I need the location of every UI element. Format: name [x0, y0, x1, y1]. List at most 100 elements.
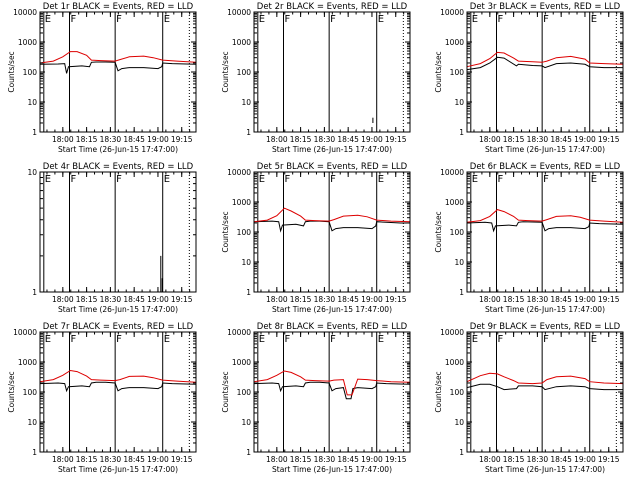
y-axis-label: Counts/sec: [221, 371, 230, 412]
x-tick-label: 18:45: [337, 295, 359, 304]
x-tick-label: 18:30: [527, 135, 549, 144]
y-tick-label: 100: [237, 68, 252, 77]
marker-label: F: [70, 14, 76, 25]
y-tick-label: 1: [32, 288, 37, 297]
plot-frame: [39, 11, 197, 133]
x-tick-label: 19:15: [171, 455, 193, 464]
x-tick-label: 18:45: [123, 455, 145, 464]
y-tick-label: 10: [241, 258, 251, 267]
marker-label: E: [259, 174, 265, 185]
y-tick-label: 10: [454, 98, 464, 107]
series-line-events: [39, 381, 197, 393]
panel-title: Det 1r BLACK = Events, RED = LLD: [43, 2, 194, 12]
marker-label: E: [164, 174, 170, 185]
y-axis-label: Counts/sec: [434, 211, 443, 252]
plot-frame: [253, 11, 411, 133]
marker-label: F: [70, 174, 76, 185]
x-tick-label: 19:00: [147, 135, 169, 144]
plot-frame: [39, 331, 197, 453]
y-tick-label: 100: [23, 68, 38, 77]
marker-label: F: [543, 174, 549, 185]
x-tick-label: 18:30: [314, 455, 336, 464]
y-tick-label: 1: [459, 448, 464, 457]
y-tick-label: 10000: [440, 8, 464, 17]
y-tick-label: 1: [32, 448, 37, 457]
panel-title: Det 5r BLACK = Events, RED = LLD: [257, 162, 408, 172]
marker-label: F: [70, 334, 76, 345]
x-tick-label: 18:00: [266, 135, 288, 144]
y-axis-label: Counts/sec: [221, 211, 230, 252]
y-axis-label: Counts/sec: [434, 371, 443, 412]
x-tick-label: 18:30: [100, 455, 122, 464]
x-axis-label: Start Time (26-Jun-15 17:47:00): [272, 305, 392, 314]
y-tick-label: 1: [246, 288, 251, 297]
y-tick-label: 1000: [445, 198, 464, 207]
marker-label: F: [330, 14, 336, 25]
x-axis-label: Start Time (26-Jun-15 17:47:00): [485, 305, 605, 314]
detector-panel-3: Det 3r BLACK = Events, RED = LLD E F F E 1 10 1…: [434, 2, 624, 154]
marker-label: F: [116, 174, 122, 185]
x-tick-label: 18:30: [527, 455, 549, 464]
y-axis-label: Counts/sec: [434, 51, 443, 92]
panel-title: Det 4r BLACK = Events, RED = LLD: [43, 162, 194, 172]
y-tick-label: 1000: [232, 38, 251, 47]
x-tick-label: 19:15: [598, 455, 620, 464]
x-tick-label: 19:00: [574, 135, 596, 144]
marker-label: F: [284, 14, 290, 25]
series-line-lld: [466, 51, 624, 68]
x-tick-label: 18:00: [52, 455, 74, 464]
x-tick-label: 19:00: [574, 295, 596, 304]
marker-label: E: [472, 334, 478, 345]
series-line-events: [466, 221, 624, 233]
x-tick-label: 18:00: [52, 295, 74, 304]
x-tick-label: 18:30: [314, 135, 336, 144]
plot-frame: [466, 171, 624, 293]
x-tick-label: 19:00: [574, 455, 596, 464]
marker-label: E: [259, 334, 265, 345]
x-tick-label: 18:30: [100, 135, 122, 144]
y-tick-label: 10000: [227, 8, 251, 17]
marker-label: F: [284, 334, 290, 345]
y-tick-label: 1: [459, 128, 464, 137]
y-tick-label: 100: [450, 68, 465, 77]
y-tick-label: 1000: [445, 38, 464, 47]
marker-label: E: [378, 174, 384, 185]
x-tick-label: 19:15: [598, 295, 620, 304]
y-tick-label: 10000: [13, 8, 37, 17]
marker-label: F: [330, 174, 336, 185]
x-tick-label: 19:00: [147, 295, 169, 304]
marker-label: F: [497, 14, 503, 25]
marker-label: E: [378, 14, 384, 25]
panel-title: Det 6r BLACK = Events, RED = LLD: [470, 162, 621, 172]
x-tick-label: 18:45: [550, 295, 572, 304]
y-tick-label: 1: [246, 448, 251, 457]
series-line-events: [253, 381, 411, 400]
x-tick-label: 18:15: [290, 455, 312, 464]
x-axis-label: Start Time (26-Jun-15 17:47:00): [485, 465, 605, 474]
marker-label: E: [259, 14, 265, 25]
y-tick-label: 10: [241, 98, 251, 107]
x-tick-label: 18:15: [76, 295, 98, 304]
marker-label: E: [591, 174, 597, 185]
marker-label: E: [45, 14, 51, 25]
x-tick-label: 18:45: [550, 455, 572, 464]
y-axis-label: Counts/sec: [7, 51, 16, 92]
x-tick-label: 18:15: [503, 135, 525, 144]
plot-frame: [466, 11, 624, 133]
detector-panel-1: Det 1r BLACK = Events, RED = LLD E F F E 1 10 1…: [7, 2, 197, 154]
series-line-events: [253, 220, 410, 233]
x-tick-label: 18:15: [290, 135, 312, 144]
x-tick-label: 18:45: [337, 455, 359, 464]
series-line-lld: [39, 51, 197, 64]
detector-panel-5: Det 5r BLACK = Events, RED = LLD E F F E 1 10 1…: [221, 162, 411, 314]
y-tick-label: 1000: [232, 198, 251, 207]
series-line-lld: [466, 209, 624, 223]
y-tick-label: 10: [454, 418, 464, 427]
x-tick-label: 18:45: [337, 135, 359, 144]
marker-label: E: [472, 14, 478, 25]
y-tick-label: 1000: [18, 38, 37, 47]
marker-label: F: [116, 334, 122, 345]
marker-label: F: [330, 334, 336, 345]
y-tick-label: 10: [454, 258, 464, 267]
